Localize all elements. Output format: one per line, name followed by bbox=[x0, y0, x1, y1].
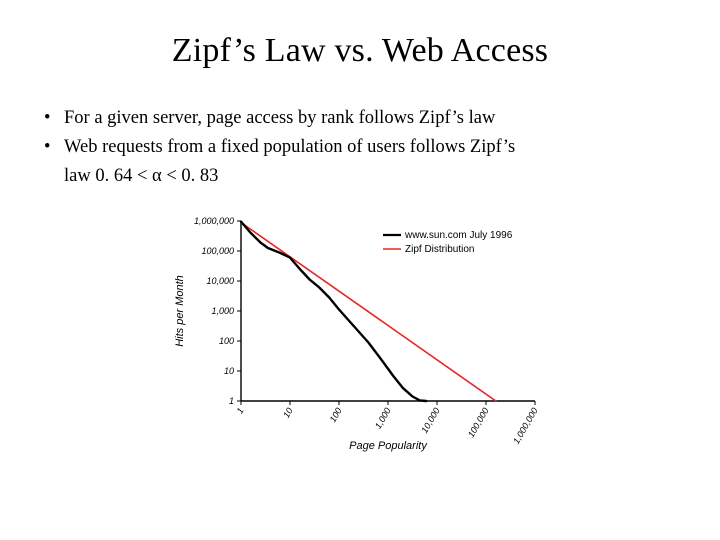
y-tick-label: 1 bbox=[229, 396, 234, 406]
y-axis-label: Hits per Month bbox=[174, 275, 186, 347]
x-tick-label: 10 bbox=[281, 406, 295, 420]
bullet-dot-icon: • bbox=[42, 135, 64, 160]
x-tick-label: 1,000,000 bbox=[511, 406, 540, 446]
y-tick-label: 10,000 bbox=[206, 276, 234, 286]
bullet-text: Web requests from a fixed population of … bbox=[64, 135, 680, 160]
x-tick-label: 1,000 bbox=[373, 406, 393, 431]
bullet-item: • Web requests from a fixed population o… bbox=[42, 135, 680, 160]
x-axis-label: Page Popularity bbox=[349, 440, 428, 452]
zipf-chart: 1 10 100 1,000 10,000 100,000 1,000,000 1 10 100 1… bbox=[165, 215, 555, 453]
y-tick-label: 1,000 bbox=[211, 306, 234, 316]
y-tick-label: 100 bbox=[219, 336, 234, 346]
x-tick-label: 10,000 bbox=[419, 406, 441, 435]
legend-label: www.sun.com July 1996 bbox=[404, 230, 513, 241]
chart-legend: www.sun.com July 1996 Zipf Distribution bbox=[383, 230, 513, 255]
x-tick-label: 100,000 bbox=[466, 406, 491, 439]
y-tick-label: 10 bbox=[224, 366, 234, 376]
bullet-item: • For a given server, page access by ran… bbox=[42, 106, 680, 131]
y-tick-label: 100,000 bbox=[201, 246, 234, 256]
slide-title: Zipf’s Law vs. Web Access bbox=[40, 32, 680, 70]
bullet-list: • For a given server, page access by ran… bbox=[42, 106, 680, 189]
bullet-text: For a given server, page access by rank … bbox=[64, 106, 680, 131]
x-tick-label: 100 bbox=[328, 406, 344, 424]
bullet-continuation: law 0. 64 < α < 0. 83 bbox=[64, 164, 680, 189]
y-tick-label: 1,000,000 bbox=[194, 216, 234, 226]
x-tick-label: 1 bbox=[235, 406, 246, 415]
legend-label: Zipf Distribution bbox=[405, 244, 474, 255]
bullet-dot-icon: • bbox=[42, 106, 64, 131]
